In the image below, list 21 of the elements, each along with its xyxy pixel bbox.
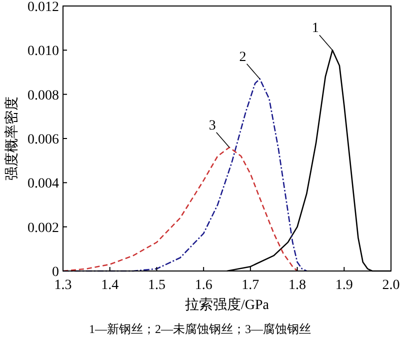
- x-tick-label: 1.7: [242, 278, 260, 293]
- y-tick-label: 0.010: [28, 44, 59, 60]
- x-tick-label: 1.6: [194, 278, 212, 293]
- x-tick-label: 1.8: [288, 278, 306, 293]
- y-axis-title: 强度概率密度: [4, 96, 20, 180]
- y-tick-label: 0.002: [28, 220, 59, 236]
- x-tick-label: 1.9: [335, 278, 353, 293]
- y-tick-label: 0.008: [28, 88, 59, 104]
- x-tick-label: 1.5: [148, 278, 166, 293]
- x-tick-label: 1.4: [101, 278, 119, 293]
- x-axis-title: 拉索强度/GPa: [185, 297, 270, 313]
- y-tick-label: 0: [52, 265, 59, 280]
- annotation: 1: [312, 21, 319, 36]
- y-tick-label: 0.006: [28, 132, 59, 148]
- annotation: 3: [208, 118, 216, 134]
- x-tick-label: 1.3: [54, 278, 72, 293]
- y-tick-label: 0.012: [28, 0, 59, 15]
- text: 1—新钢丝；2—未腐蚀钢丝；3—腐蚀钢丝: [89, 322, 311, 336]
- y-tick-label: 0.004: [28, 176, 59, 192]
- x-tick-label: 2.0: [382, 278, 400, 293]
- annotation: 2: [239, 50, 246, 65]
